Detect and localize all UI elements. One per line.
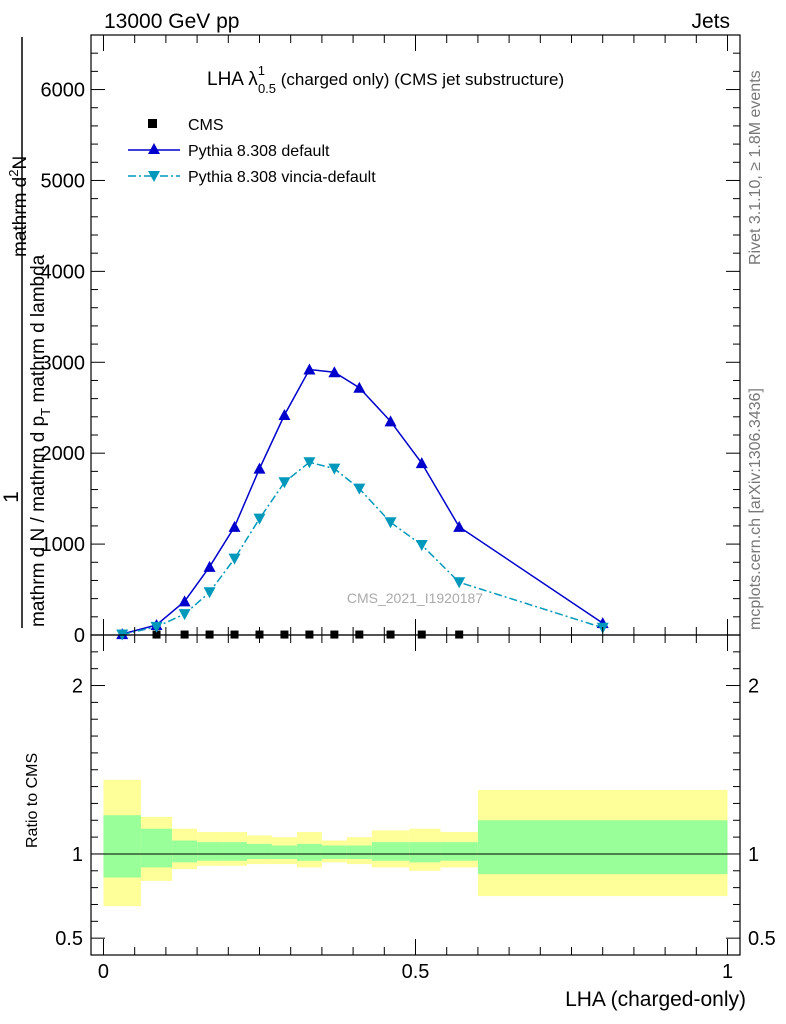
ratio-inner-band-2 <box>172 840 198 863</box>
ratio-inner-band-13 <box>477 820 728 875</box>
pythia-vincia-point <box>384 517 397 529</box>
legend-pythia-default-label: Pythia 8.308 default <box>188 143 330 160</box>
ratio-inner-band-9 <box>346 845 372 859</box>
legend-pythia-vincia-label: Pythia 8.308 vincia-default <box>188 169 376 186</box>
legend-pythia-default-marker <box>148 143 160 154</box>
ratio-inner-band-8 <box>321 845 347 859</box>
ratio-y-tick-label-right: 0.5 <box>748 928 776 950</box>
pythia-default-point <box>253 462 266 474</box>
ratio-inner-band-10 <box>371 842 410 861</box>
source-label: mcplots.cern.ch [arXiv:1306.3436] <box>747 388 764 630</box>
main-y-tick-label: 4000 <box>41 261 86 283</box>
x-tick-label: 0 <box>98 961 109 983</box>
pythia-default-point <box>228 520 241 532</box>
energy-label: 13000 GeV pp <box>104 10 239 33</box>
legend-cms-label: CMS <box>188 117 224 134</box>
main-y-tick-label: 5000 <box>41 170 86 192</box>
ratio-y-tick-label: 2 <box>72 676 83 698</box>
x-axis-label: LHA (charged-only) <box>565 988 746 1011</box>
ratio-inner-band-4 <box>222 842 248 861</box>
pythia-default-point <box>303 363 316 375</box>
ylabel-prefix: 1 <box>0 491 23 503</box>
pythia-vincia-point <box>203 587 216 599</box>
ratio-inner-band-5 <box>247 843 272 859</box>
pythia-vincia-point <box>415 540 428 551</box>
pythia-vincia-point <box>328 463 341 475</box>
pythia-vincia-point <box>178 609 191 621</box>
ratio-inner-band-11 <box>409 842 441 863</box>
series-line-1 <box>122 368 604 635</box>
main-series-layer <box>116 363 609 641</box>
ylabel-numerator: mathrm d2N <box>6 156 31 257</box>
pythia-default-point <box>328 366 341 378</box>
pythia-default-point <box>203 560 216 572</box>
ratio-y-tick-label: 0.5 <box>55 928 83 950</box>
axes-layer: 0 1000 2000 3000 4000 5000 6000 0 0.5 1 0.5 0.5 1 1 2 2 <box>41 34 776 983</box>
main-y-tick-label: 6000 <box>41 80 86 102</box>
pythia-default-point <box>453 520 466 532</box>
ratio-y-tick-label: 1 <box>72 844 83 866</box>
legend-pythia-vincia-marker <box>148 171 160 182</box>
pythia-vincia-point <box>303 457 316 469</box>
main-y-tick-label: 1000 <box>41 534 86 556</box>
ratio-inner-band-12 <box>440 842 478 861</box>
process-label: Jets <box>691 10 730 33</box>
pythia-default-point <box>384 415 397 427</box>
legend: CMS Pythia 8.308 default Pythia 8.308 vi… <box>128 117 376 186</box>
pythia-vincia-point <box>453 577 466 589</box>
pythia-vincia-point <box>228 553 241 565</box>
main-y-tick-label: 2000 <box>41 443 86 465</box>
pythia-default-point <box>278 409 291 420</box>
header-text: 13000 GeV pp Jets <box>104 10 730 33</box>
ratio-inner-band-0 <box>103 815 141 878</box>
chart-title: LHA λ1 0.5 (charged only) (CMS jet substr… <box>207 63 564 96</box>
ratio-inner-band-1 <box>140 828 173 868</box>
pythia-vincia-point <box>353 483 366 495</box>
x-tick-label: 0.5 <box>402 961 430 983</box>
ratio-y-tick-label-right: 2 <box>748 676 759 698</box>
pythia-default-point <box>415 457 428 469</box>
pythia-vincia-point <box>253 513 266 525</box>
ratio-inner-band-6 <box>271 845 297 859</box>
ratio-y-axis-label: Ratio to CMS <box>24 753 41 848</box>
pythia-vincia-point <box>150 621 163 633</box>
x-tick-label: 1 <box>722 961 733 983</box>
main-y-tick-label: 0 <box>74 625 85 647</box>
ratio-y-tick-label-right: 1 <box>748 844 759 866</box>
legend-cms-marker <box>148 119 157 128</box>
analysis-tag: CMS_2021_I1920187 <box>347 590 483 606</box>
ratio-uncertainty-bands <box>91 779 740 907</box>
ylabel-denominator: mathrm d N / mathrm d pT mathrm d lambda <box>28 254 53 627</box>
pythia-default-point <box>178 595 191 607</box>
main-y-tick-label: 3000 <box>41 352 86 374</box>
pythia-default-point <box>353 381 366 393</box>
pythia-vincia-point <box>278 477 291 489</box>
main-y-axis-label: 1 mathrm d2N mathrm d N / mathrm d pT ma… <box>0 37 53 628</box>
rivet-version-label: Rivet 3.1.10, ≥ 1.8M events <box>747 70 764 265</box>
ratio-inner-band-7 <box>296 843 322 861</box>
ratio-inner-band-3 <box>197 842 223 861</box>
